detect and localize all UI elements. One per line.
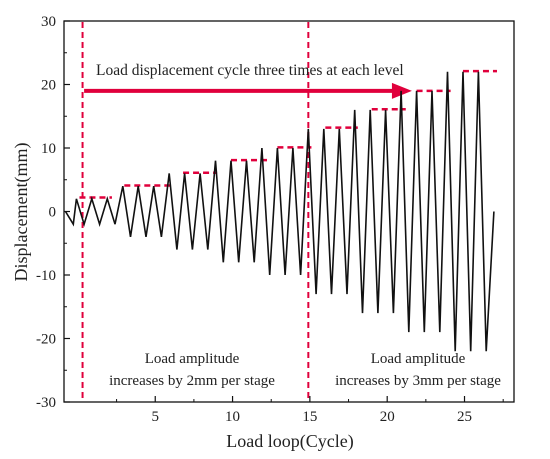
y-tick-label: 30 [41,14,56,30]
annotation-left-line1: Load amplitude [145,351,240,367]
y-tick-label: -10 [36,268,56,284]
x-tick-label: 20 [380,409,395,425]
annotation-right-line1: Load amplitude [371,351,466,367]
y-tick-label: -20 [36,332,56,348]
x-tick-label: 25 [457,409,472,425]
y-tick-label: 20 [41,78,56,94]
annotation-top: Load displacement cycle three times at e… [96,62,404,79]
x-tick-label: 15 [302,409,317,425]
arrow-head [391,82,412,99]
y-tick-label: 0 [49,205,57,221]
x-axis-title: Load loop(Cycle) [226,431,353,452]
annotation-right-line2: increases by 3mm per stage [335,373,501,389]
annotation-left-line2: increases by 2mm per stage [109,373,275,389]
x-tick-label: 10 [225,409,240,425]
y-tick-label: 10 [41,141,56,157]
displacement-series-line [64,71,495,352]
y-tick-label: -30 [36,395,56,411]
y-axis-title: Displacement(mm) [11,143,32,282]
x-tick-label: 5 [151,409,159,425]
